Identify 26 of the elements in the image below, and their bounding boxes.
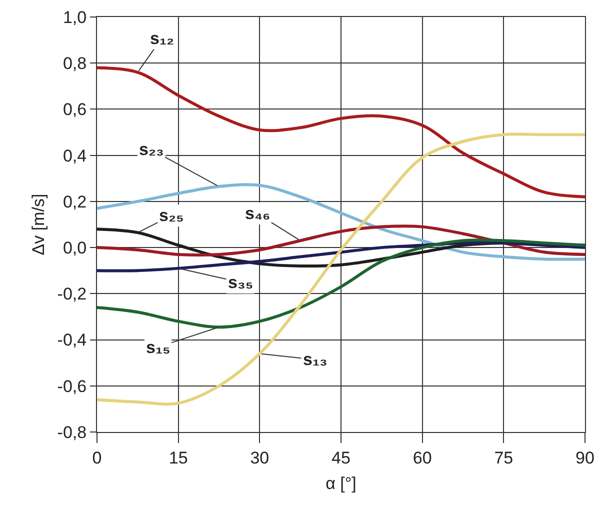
y-tick-label: 0,0 [62, 238, 87, 258]
x-tick-label: 75 [494, 448, 514, 468]
x-tick-label: 30 [250, 448, 270, 468]
y-tick-label: -0,4 [57, 330, 87, 350]
text: s₂₃ [139, 140, 164, 159]
x-tick-label: 45 [332, 448, 350, 468]
y-tick-label: -0,8 [57, 422, 87, 442]
y-tick-label: 0,4 [62, 146, 87, 166]
y-tick-label: 0,2 [62, 192, 87, 212]
series-label: s₁₅ [146, 338, 170, 357]
y-tick-label: 1,0 [62, 8, 87, 27]
y-axis-title: Δv [m/s] [28, 194, 48, 256]
series-label: s₂₅ [159, 206, 184, 225]
series-label: s₄₆ [245, 204, 270, 223]
series-label: s₁₂ [150, 29, 174, 48]
y-tick-label: -0,2 [57, 284, 87, 304]
series-label: s₃₅ [228, 273, 254, 292]
x-axis-title: α [°] [326, 474, 356, 493]
x-tick-label: 60 [412, 448, 432, 468]
y-tick-label: 0,6 [62, 100, 87, 120]
series-label: s₁₃ [303, 350, 328, 369]
y-tick-label: 0,8 [62, 54, 87, 74]
x-tick-label: 0 [92, 448, 102, 468]
x-tick-label: 90 [576, 448, 594, 468]
x-tick-label: 15 [168, 448, 188, 468]
y-tick-label: -0,6 [57, 376, 87, 396]
